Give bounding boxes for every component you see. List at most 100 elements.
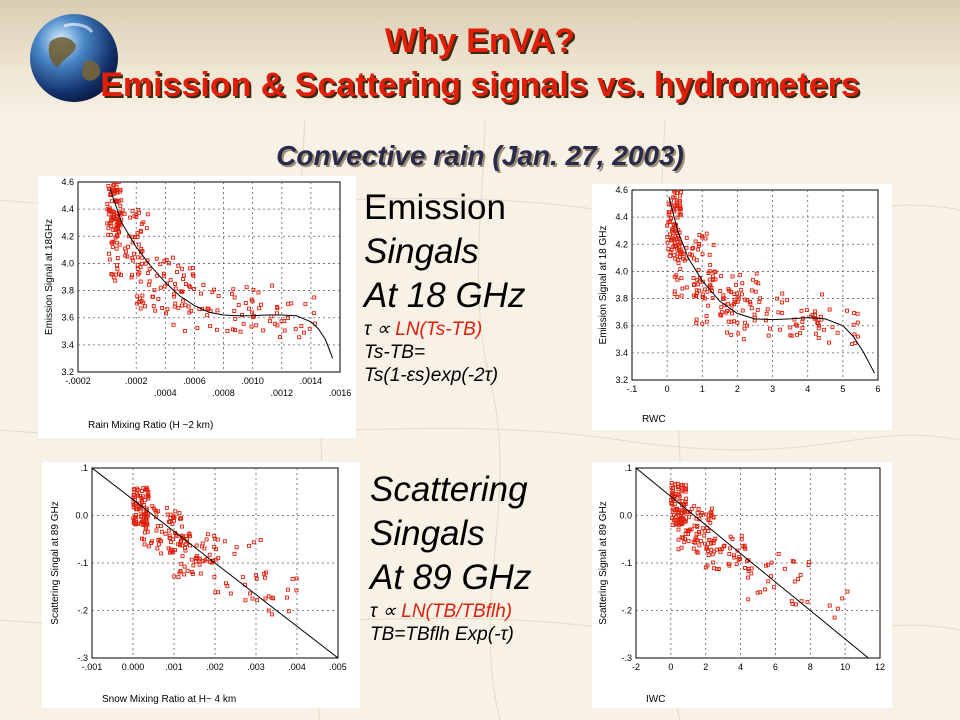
scatter-point bbox=[814, 331, 819, 336]
scatter-point bbox=[758, 590, 763, 595]
scatter-point bbox=[159, 539, 163, 544]
x-tick-label: 6 bbox=[875, 384, 880, 394]
plot-frame bbox=[631, 189, 879, 381]
emission-heading-3: At 18 GHz bbox=[364, 276, 526, 315]
scatter-point bbox=[111, 183, 116, 188]
scatter-point bbox=[232, 309, 237, 313]
scatter-point bbox=[147, 266, 152, 271]
scatter-point bbox=[249, 324, 254, 329]
scatter-point bbox=[285, 595, 289, 600]
scatter-point bbox=[179, 561, 184, 566]
scatter-point bbox=[145, 212, 150, 217]
scatter-point bbox=[766, 579, 771, 584]
scatter-point bbox=[706, 529, 711, 533]
scatter-point bbox=[139, 229, 143, 234]
scatter-point bbox=[107, 251, 111, 256]
scatter-point bbox=[855, 334, 860, 339]
scatter-point bbox=[686, 514, 691, 519]
scatter-point bbox=[250, 596, 255, 601]
scatter-point bbox=[746, 597, 751, 602]
scatter-point bbox=[763, 587, 768, 592]
scatter-point bbox=[721, 293, 726, 298]
scatter-point bbox=[277, 335, 282, 339]
scatter-point bbox=[739, 292, 744, 297]
scatter-point bbox=[135, 263, 140, 268]
y-tick-label: -.1 bbox=[621, 558, 632, 568]
scatter-point bbox=[172, 294, 177, 299]
scatter-point bbox=[827, 340, 831, 345]
scatter-point bbox=[816, 321, 821, 326]
y-tick-label: 0.0 bbox=[75, 511, 88, 521]
scatter-point bbox=[203, 558, 208, 563]
scattering-heading-1: Scattering bbox=[370, 470, 528, 509]
scatter-point bbox=[215, 308, 220, 313]
x-tick-label: 5 bbox=[840, 384, 845, 394]
y-axis-label: Scattering Singal at 89 GHz bbox=[50, 501, 61, 624]
scatter-point bbox=[724, 310, 729, 315]
scatter-point bbox=[201, 282, 206, 287]
scatter-point bbox=[142, 542, 147, 547]
fit-curve bbox=[636, 468, 870, 658]
scatter-point bbox=[208, 324, 213, 329]
x-tick-label: .0008 bbox=[212, 388, 235, 398]
scatter-point bbox=[682, 486, 687, 491]
y-tick-label: -.2 bbox=[621, 606, 632, 616]
scatter-point bbox=[118, 203, 123, 208]
scatter-point bbox=[116, 227, 121, 232]
scattering-tau-relation: τ ∝ LN(TB/TBflh) bbox=[370, 600, 600, 623]
scatter-point bbox=[110, 244, 115, 249]
scatter-point bbox=[182, 572, 187, 577]
x-tick-label: -.1 bbox=[627, 384, 638, 394]
scatter-point bbox=[299, 324, 304, 328]
scatter-point bbox=[166, 528, 171, 533]
scatter-point bbox=[793, 322, 798, 327]
scatter-point bbox=[176, 263, 181, 268]
scatter-point bbox=[666, 246, 671, 251]
scatter-point bbox=[827, 603, 832, 608]
scatter-point bbox=[223, 581, 228, 586]
scatter-point bbox=[676, 261, 681, 266]
scatter-point bbox=[115, 233, 119, 238]
scatter-point bbox=[845, 589, 850, 594]
scatter-point bbox=[216, 556, 221, 561]
scatter-point bbox=[684, 235, 689, 240]
scatter-point bbox=[755, 590, 760, 595]
scatter-point bbox=[233, 328, 237, 333]
scatter-point bbox=[679, 535, 684, 540]
scatter-point bbox=[719, 305, 724, 310]
scatter-point bbox=[140, 293, 145, 298]
scatter-point bbox=[139, 536, 144, 541]
scatter-point bbox=[764, 563, 768, 568]
scatter-point bbox=[136, 242, 141, 247]
scatter-point bbox=[710, 296, 715, 301]
scatter-point bbox=[135, 301, 139, 306]
scatter-point bbox=[169, 540, 173, 545]
scatter-point bbox=[244, 285, 249, 290]
scatter-point bbox=[173, 282, 178, 286]
x-tick-label: 4 bbox=[805, 384, 810, 394]
x-tick-label: 6 bbox=[773, 662, 778, 672]
chart-rain-mixing-ratio: 3.2 3.4 3.6 3.8 4.0 4.2 4.4 4.6 -.0002 .0002 .0006… bbox=[44, 177, 351, 431]
scatter-point bbox=[116, 223, 121, 228]
scatter-point bbox=[697, 543, 702, 548]
scatter-point bbox=[135, 255, 140, 260]
scatter-point bbox=[776, 310, 781, 315]
scatter-point bbox=[130, 209, 135, 214]
scatter-point bbox=[673, 492, 678, 496]
scatter-point bbox=[700, 234, 705, 239]
scatter-point bbox=[116, 182, 121, 185]
scatter-point bbox=[708, 520, 713, 525]
scatter-point bbox=[133, 521, 138, 526]
scatter-point bbox=[255, 598, 260, 603]
scatter-point bbox=[258, 537, 263, 542]
scatter-point bbox=[156, 542, 161, 547]
scatter-point bbox=[108, 220, 113, 225]
scatter-point bbox=[132, 251, 136, 256]
scatter-point bbox=[791, 559, 796, 564]
y-tick-label: -.3 bbox=[621, 653, 632, 663]
scatter-point bbox=[254, 323, 259, 328]
scatter-point bbox=[749, 571, 754, 576]
scatter-point bbox=[194, 543, 199, 548]
scatter-point bbox=[676, 510, 681, 514]
scatter-point bbox=[749, 306, 754, 311]
